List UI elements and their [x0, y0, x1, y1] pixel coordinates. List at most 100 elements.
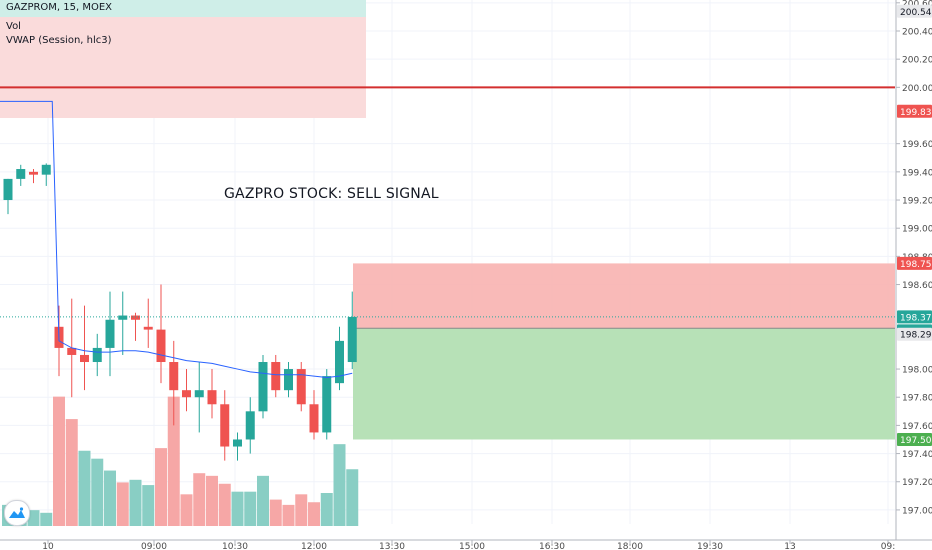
price-tick-label: 199.00	[902, 225, 932, 235]
time-tick-label: 16:30	[539, 542, 565, 550]
candle-body[interactable]	[16, 169, 26, 179]
volume-bar	[27, 510, 40, 526]
candle-body[interactable]	[105, 319, 115, 348]
volume-bar	[320, 493, 333, 526]
price-axis-bg	[896, 0, 932, 550]
time-tick-label: 09:00	[141, 542, 167, 550]
price-tick-label: 200.60	[902, 0, 932, 9]
price-tick-label: 199.20	[902, 197, 932, 207]
candle-body[interactable]	[296, 369, 306, 405]
legend-background	[0, 0, 366, 118]
volume-bar	[40, 512, 53, 526]
candle-body[interactable]	[284, 369, 293, 391]
volume-bar	[116, 482, 129, 526]
volume-bar	[155, 448, 167, 526]
volume-bars	[2, 396, 359, 526]
time-tick-label: 19:30	[697, 542, 723, 550]
price-tick-label: 197.20	[902, 478, 932, 488]
price-badge-label: 198.37	[900, 313, 932, 323]
time-tick-label: 15:00	[459, 542, 485, 550]
candle-body[interactable]	[220, 404, 230, 447]
volume-bar	[129, 479, 142, 526]
legend-vwap[interactable]: VWAP (Session, hlc3)	[6, 35, 112, 46]
price-badge	[897, 104, 932, 118]
volume-bar	[53, 396, 65, 526]
volume-bar	[231, 491, 244, 526]
price-badge-label: 199.83	[900, 108, 932, 118]
candle-body[interactable]	[207, 390, 217, 405]
candle-body[interactable]	[322, 376, 332, 433]
candle-body[interactable]	[143, 326, 153, 330]
take-profit-zone[interactable]	[353, 328, 895, 440]
volume-bar	[244, 491, 257, 526]
candle-body[interactable]	[169, 362, 179, 391]
position-zones[interactable]	[353, 263, 895, 440]
time-tick-label: 18:00	[617, 542, 643, 550]
price-tick-label: 197.40	[902, 450, 932, 460]
price-tick-label: 200.40	[902, 27, 932, 37]
candle-body[interactable]	[80, 354, 89, 363]
volume-bar	[78, 450, 91, 526]
volume-bar	[193, 473, 206, 526]
time-tick-label: 09:	[881, 542, 895, 550]
volume-bar	[257, 475, 269, 526]
candle-body[interactable]	[67, 347, 77, 355]
price-tick-label: 199.40	[902, 168, 932, 178]
time-tick-label: 12:00	[301, 542, 327, 550]
price-tick-label: 200.00	[902, 84, 932, 94]
candle-body[interactable]	[182, 390, 191, 398]
price-tick-label: 197.80	[902, 394, 932, 404]
volume-bar	[180, 494, 193, 526]
price-tick-label: 197.00	[902, 506, 932, 516]
price-badge-label: 198.29	[900, 331, 932, 341]
price-tick-label: 197.60	[902, 422, 932, 432]
candle-body[interactable]	[335, 340, 344, 384]
candle-body[interactable]	[29, 171, 38, 175]
candle-body[interactable]	[92, 347, 102, 363]
candle-body[interactable]	[118, 315, 128, 320]
candle-body[interactable]	[233, 439, 242, 447]
volume-bar	[65, 419, 78, 526]
candle-body[interactable]	[309, 404, 319, 433]
time-tick-label: 10	[42, 542, 54, 550]
legend-body-band	[0, 17, 366, 118]
price-badge-label: 200.54	[900, 8, 932, 18]
candle-body[interactable]	[131, 315, 140, 320]
volume-bar	[206, 475, 218, 526]
volume-bar	[282, 504, 295, 526]
price-badge	[897, 4, 932, 18]
candle-body[interactable]	[156, 329, 166, 363]
price-badge	[897, 432, 932, 446]
candle-body[interactable]	[258, 362, 268, 412]
price-badge	[897, 327, 932, 341]
legend-header-band	[0, 0, 366, 17]
price-tick-label: 198.60	[902, 281, 932, 291]
price-badge	[897, 310, 932, 324]
candle-body[interactable]	[271, 362, 281, 391]
tradingview-logo-icon[interactable]	[4, 500, 30, 526]
candle-body[interactable]	[245, 411, 255, 440]
volume-bar	[91, 458, 104, 526]
volume-bar	[308, 502, 320, 526]
candle-body[interactable]	[3, 178, 13, 201]
indicator-lines	[0, 86, 895, 379]
stop-loss-zone[interactable]	[353, 263, 895, 329]
time-tick-label: 13	[784, 542, 795, 550]
volume-bar	[104, 470, 116, 526]
price-tick-label: 199.60	[902, 140, 932, 150]
volume-bar	[167, 396, 180, 526]
legend-vol[interactable]: Vol	[6, 21, 21, 32]
candles[interactable]	[3, 163, 357, 461]
candle-body[interactable]	[194, 390, 204, 398]
volume-bar	[269, 499, 282, 526]
price-badge	[897, 256, 932, 270]
volume-bar	[142, 485, 155, 526]
time-tick-label: 10:30	[222, 542, 248, 550]
legend-symbol[interactable]: GAZPROM, 15, MOEX	[6, 2, 113, 13]
chart-annotation: GAZPRO STOCK: SELL SIGNAL	[224, 186, 439, 202]
candle-body[interactable]	[41, 164, 51, 175]
candle-body[interactable]	[347, 316, 357, 363]
